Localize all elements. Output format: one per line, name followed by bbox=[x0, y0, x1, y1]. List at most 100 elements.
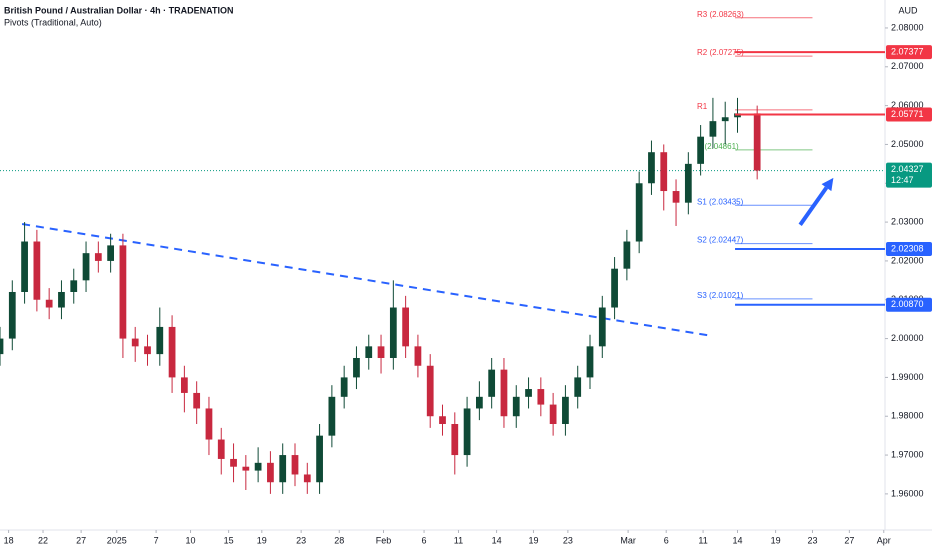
candle-body bbox=[709, 121, 717, 137]
pivot-label: S1 (2.03435) bbox=[697, 197, 744, 206]
pivot-label: P (2.04861) bbox=[697, 142, 739, 151]
arrow-head bbox=[821, 177, 834, 192]
x-tick-label: Apr bbox=[877, 535, 891, 545]
candle-body bbox=[721, 117, 729, 122]
candle-body bbox=[21, 241, 28, 292]
x-tick-label: 18 bbox=[4, 535, 14, 545]
pivot-label: S3 (2.01021) bbox=[697, 291, 744, 300]
candle-body bbox=[33, 241, 41, 300]
candle-body bbox=[242, 466, 250, 471]
candle-body bbox=[426, 365, 434, 417]
candle-body bbox=[672, 191, 680, 203]
candle-body bbox=[402, 307, 410, 347]
x-tick-label: 22 bbox=[38, 535, 48, 545]
x-tick-label: 19 bbox=[771, 535, 781, 545]
currency: AUD bbox=[898, 5, 918, 15]
x-tick-label: 15 bbox=[224, 535, 234, 545]
candle-body bbox=[697, 136, 705, 164]
level-tag-label: 2.07377 bbox=[891, 47, 924, 57]
candle-body bbox=[119, 245, 127, 339]
candle-body bbox=[574, 377, 582, 397]
y-tick-label: 1.97000 bbox=[891, 449, 924, 459]
x-tick-label: 14 bbox=[732, 535, 742, 545]
chart-subtitle: Pivots (Traditional, Auto) bbox=[4, 17, 102, 27]
candle-body bbox=[660, 152, 668, 192]
x-tick-label: 27 bbox=[844, 535, 854, 545]
candle-body bbox=[648, 152, 655, 184]
candle-body bbox=[340, 377, 348, 397]
x-tick-label: 2025 bbox=[107, 535, 127, 545]
y-tick-label: 2.00000 bbox=[891, 333, 924, 343]
candle-body bbox=[107, 245, 115, 261]
x-tick-label: 23 bbox=[807, 535, 817, 545]
candle-body bbox=[291, 455, 299, 475]
candle-body bbox=[414, 346, 422, 366]
candle-body bbox=[94, 253, 102, 261]
y-tick-label: 2.08000 bbox=[891, 22, 924, 32]
candle-body bbox=[537, 389, 545, 405]
y-tick-label: 2.03000 bbox=[891, 216, 924, 226]
y-tick-label: 1.98000 bbox=[891, 411, 924, 421]
candle-body bbox=[168, 326, 176, 378]
countdown: 12:47 bbox=[891, 175, 914, 185]
candle-body bbox=[267, 462, 274, 483]
candle-body bbox=[303, 474, 311, 483]
candle-body bbox=[488, 369, 496, 397]
level-tag bbox=[886, 297, 932, 312]
candle-body bbox=[549, 404, 557, 424]
x-tick-label: 11 bbox=[454, 535, 463, 545]
level-tag bbox=[886, 241, 932, 256]
y-tick-label: 1.99000 bbox=[891, 372, 924, 382]
candle-body bbox=[0, 338, 4, 355]
candle-body bbox=[230, 458, 237, 467]
pivot-label: S2 (2.02447) bbox=[697, 236, 744, 245]
candle-body bbox=[500, 369, 508, 417]
x-tick-label: 14 bbox=[492, 535, 502, 545]
candle-body bbox=[389, 307, 397, 358]
level-tag bbox=[886, 107, 932, 122]
x-tick-label: Mar bbox=[620, 535, 636, 545]
candle-body bbox=[353, 357, 360, 378]
last-price-tag bbox=[886, 162, 932, 188]
candle-body bbox=[475, 396, 483, 409]
candle-body bbox=[316, 435, 323, 483]
candle-body bbox=[45, 299, 53, 308]
candle-body bbox=[205, 408, 213, 440]
candle-body bbox=[217, 439, 225, 459]
x-tick-label: 28 bbox=[334, 535, 344, 545]
level-tag-label: 2.00870 bbox=[891, 299, 924, 309]
candle-body bbox=[144, 346, 151, 355]
candle-body bbox=[328, 396, 336, 436]
y-tick-label: 2.05000 bbox=[891, 139, 924, 149]
candle-body bbox=[684, 163, 692, 203]
level-tag bbox=[886, 45, 932, 60]
candle-body bbox=[58, 291, 65, 308]
x-tick-label: 10 bbox=[186, 535, 196, 545]
x-tick-label: 6 bbox=[664, 535, 669, 545]
candle-body bbox=[254, 462, 262, 471]
candle-body bbox=[562, 396, 569, 424]
x-tick-label: 19 bbox=[257, 535, 267, 545]
candle-body bbox=[156, 326, 164, 355]
candle-body bbox=[8, 291, 16, 339]
x-tick-label: 23 bbox=[296, 535, 306, 545]
trendline bbox=[21, 223, 712, 337]
x-tick-label: 23 bbox=[563, 535, 573, 545]
candle-body bbox=[463, 408, 471, 456]
x-tick-label: 7 bbox=[154, 535, 159, 545]
candle-body bbox=[623, 241, 631, 269]
chart-title: British Pound / Australian Dollar · 4h ·… bbox=[4, 5, 234, 15]
candle-body bbox=[512, 396, 520, 417]
y-tick-label: 2.06000 bbox=[891, 100, 924, 110]
candle-body bbox=[365, 346, 373, 358]
level-tag-label: 2.02308 bbox=[891, 243, 924, 253]
last-price-label: 2.04327 bbox=[891, 164, 924, 174]
candle-body bbox=[279, 455, 287, 483]
x-tick-label: 27 bbox=[76, 535, 86, 545]
arrow-shaft bbox=[798, 186, 829, 226]
x-tick-label: 6 bbox=[422, 535, 427, 545]
candle-body bbox=[598, 307, 606, 347]
candle-body bbox=[193, 392, 201, 409]
